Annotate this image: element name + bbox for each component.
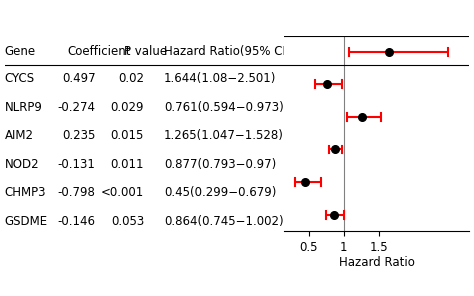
Text: AIM2: AIM2 [5,129,34,142]
Text: NOD2: NOD2 [5,157,39,170]
Text: 1.265(1.047−1.528): 1.265(1.047−1.528) [164,129,284,142]
Text: 0.497: 0.497 [62,72,96,85]
Text: -0.131: -0.131 [58,157,96,170]
Text: -0.798: -0.798 [58,186,96,199]
Text: -0.146: -0.146 [58,215,96,228]
Text: 0.011: 0.011 [110,157,144,170]
Text: 0.761(0.594−0.973): 0.761(0.594−0.973) [164,101,284,114]
Text: 0.029: 0.029 [110,101,144,114]
Text: 0.053: 0.053 [111,215,144,228]
Text: -0.274: -0.274 [58,101,96,114]
Text: 0.235: 0.235 [63,129,96,142]
Text: Gene: Gene [5,45,36,58]
Text: 0.877(0.793−0.97): 0.877(0.793−0.97) [164,157,276,170]
Text: <0.001: <0.001 [101,186,144,199]
Text: CYCS: CYCS [5,72,35,85]
Text: P value: P value [124,45,167,58]
Text: Coefficient: Coefficient [67,45,131,58]
Text: 0.45(0.299−0.679): 0.45(0.299−0.679) [164,186,276,199]
Text: 0.864(0.745−1.002): 0.864(0.745−1.002) [164,215,283,228]
Text: 1.644(1.08−2.501): 1.644(1.08−2.501) [164,72,276,85]
Text: NLRP9: NLRP9 [5,101,43,114]
Text: CHMP3: CHMP3 [5,186,46,199]
Text: Hazard Ratio(95% CI): Hazard Ratio(95% CI) [164,45,291,58]
X-axis label: Hazard Ratio: Hazard Ratio [339,256,415,269]
Text: 0.02: 0.02 [118,72,144,85]
Text: GSDME: GSDME [5,215,48,228]
Text: 0.015: 0.015 [111,129,144,142]
